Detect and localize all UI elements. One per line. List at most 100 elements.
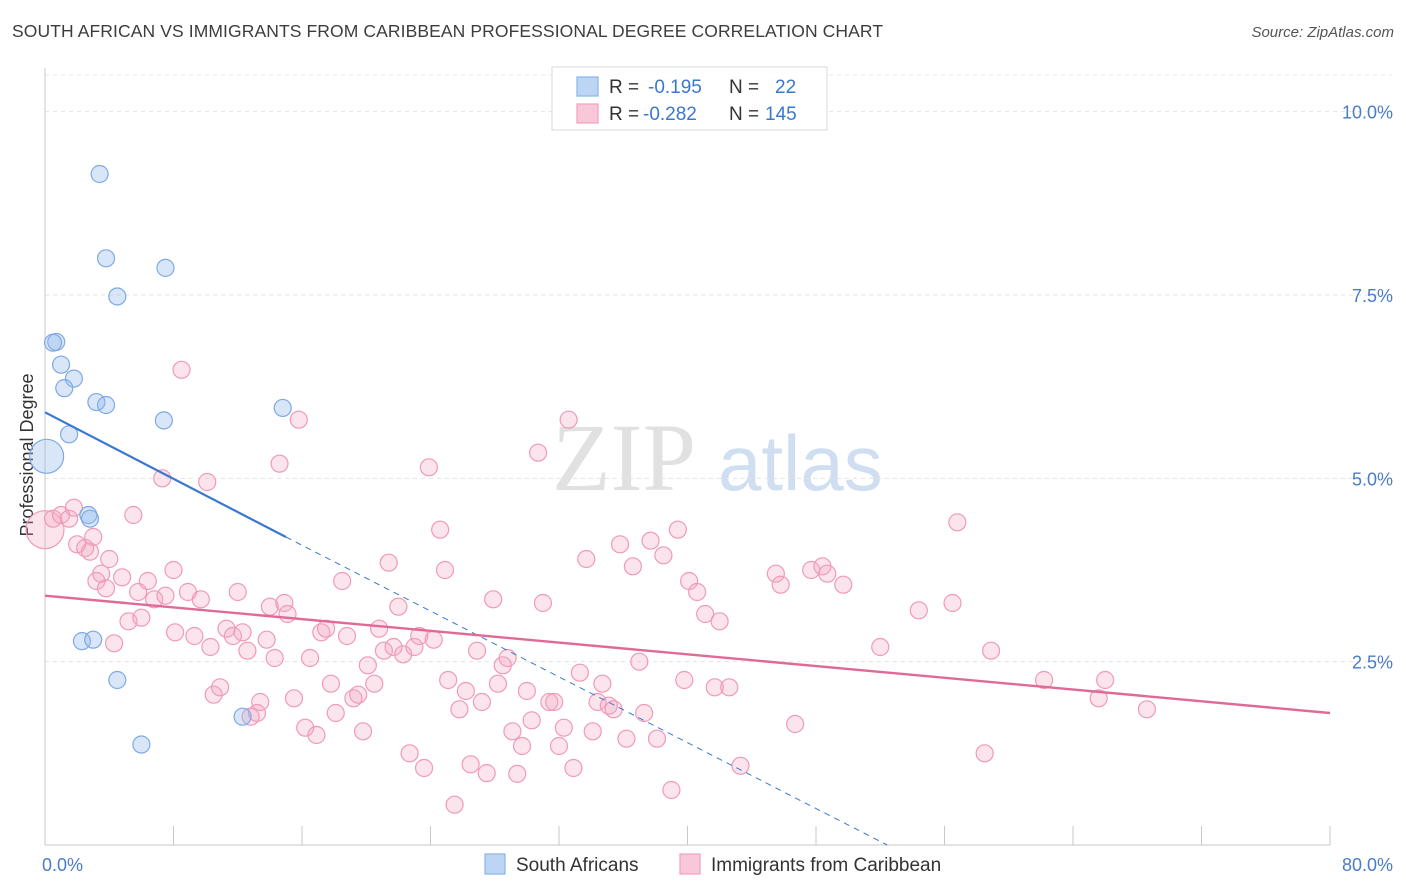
caribbean-point	[424, 630, 443, 649]
legend-swatch-caribbean	[576, 103, 599, 124]
y-tick-labels: 2.5% 5.0% 7.5% 10.0%	[1342, 103, 1393, 673]
caribbean-point	[641, 531, 660, 550]
south-africans-point	[273, 398, 292, 418]
caribbean-point	[522, 711, 541, 730]
caribbean-point	[549, 736, 569, 756]
south-africans-point	[108, 287, 127, 306]
caribbean-point	[517, 681, 536, 701]
south-africans-point	[90, 164, 109, 184]
watermark-atlas: atlas	[718, 419, 883, 507]
caribbean-point	[786, 714, 805, 734]
south-africans-points	[29, 164, 292, 754]
caribbean-point	[296, 718, 315, 737]
caribbean-point	[834, 575, 853, 594]
caribbean-point	[92, 564, 111, 583]
legend-r-value-2: -0.282	[643, 104, 697, 125]
legend-r-label-1: R =	[609, 77, 639, 98]
caribbean-point	[818, 564, 837, 583]
caribbean-point	[668, 520, 687, 539]
caribbean-point	[337, 626, 357, 646]
caribbean-point	[138, 571, 157, 591]
caribbean-point	[1034, 670, 1054, 690]
south-africans-trendline-extension	[285, 536, 888, 846]
caribbean-point	[132, 608, 151, 627]
south-africans-point	[80, 509, 100, 528]
caribbean-point	[365, 674, 384, 693]
caribbean-point	[710, 612, 729, 631]
caribbean-point	[766, 564, 785, 583]
caribbean-point	[185, 626, 204, 646]
legend-n-label-2: N =	[729, 104, 759, 125]
legend-swatch-south-africans	[576, 76, 599, 97]
caribbean-point	[720, 678, 739, 697]
caribbean-point	[498, 648, 517, 668]
caribbean-point	[630, 652, 649, 671]
caribbean-point	[488, 674, 508, 693]
gridlines	[45, 74, 1392, 663]
caribbean-point	[1096, 670, 1115, 690]
caribbean-point	[251, 692, 270, 712]
south-africans-point	[96, 395, 116, 415]
caribbean-point	[419, 458, 438, 477]
caribbean-point	[545, 692, 564, 712]
caribbean-point	[588, 692, 607, 712]
caribbean-point	[512, 736, 532, 756]
caribbean-point	[540, 692, 559, 712]
caribbean-point	[400, 744, 419, 763]
y-tick-label-1: 5.0%	[1352, 469, 1393, 489]
caribbean-trendline	[44, 594, 1331, 715]
south-africans-point	[51, 355, 71, 374]
caribbean-point	[503, 722, 522, 741]
caribbean-point	[257, 630, 276, 649]
caribbean-point	[450, 700, 469, 719]
caribbean-point	[533, 593, 553, 613]
south-africans-point	[84, 630, 103, 649]
caribbean-point	[445, 795, 464, 814]
caribbean-point	[564, 758, 583, 778]
y-tick-label-0: 2.5%	[1352, 653, 1393, 673]
caribbean-point	[508, 764, 527, 783]
caribbean-point	[405, 637, 424, 657]
legend-r-label-2: R =	[609, 104, 639, 125]
caribbean-point	[688, 582, 707, 602]
bottom-legend-label-south-africans: South Africans	[516, 855, 639, 876]
caribbean-point	[104, 634, 124, 653]
caribbean-point	[559, 410, 578, 429]
caribbean-point	[654, 546, 673, 565]
caribbean-point	[210, 678, 230, 697]
caribbean-point	[233, 623, 252, 642]
caribbean-point	[610, 535, 630, 554]
south-africans-point	[96, 249, 116, 268]
caribbean-point	[112, 568, 132, 587]
caribbean-point	[1089, 689, 1108, 708]
watermark: ZIP atlas	[552, 404, 883, 511]
caribbean-point	[358, 656, 377, 675]
bottom-legend-swatch-caribbean	[679, 853, 701, 875]
caribbean-point	[461, 755, 480, 774]
watermark-zip: ZIP	[552, 404, 696, 511]
caribbean-point	[771, 575, 790, 594]
caribbean-point	[145, 590, 164, 609]
caribbean-point	[84, 527, 103, 547]
caribbean-point	[265, 648, 284, 668]
caribbean-point	[981, 641, 1001, 660]
caribbean-point	[247, 703, 267, 723]
caribbean-point	[289, 410, 308, 429]
bottom-legend-swatch-south-africans	[484, 853, 506, 875]
caribbean-point	[100, 549, 119, 569]
chart-source: Source: ZipAtlas.com	[1251, 24, 1394, 41]
caribbean-points	[25, 360, 1156, 814]
y-tick-label-3: 10.0%	[1342, 103, 1393, 123]
caribbean-point	[635, 703, 654, 723]
caribbean-point	[593, 674, 612, 693]
south-africans-point	[154, 411, 173, 430]
south-africans-trendline	[44, 411, 287, 538]
caribbean-point	[484, 590, 503, 609]
caribbean-point	[871, 637, 890, 657]
caribbean-point	[64, 498, 84, 517]
caribbean-point	[164, 560, 183, 580]
south-africans-point	[108, 670, 127, 690]
bottom-legend: South Africans Immigrants from Caribbean	[484, 853, 941, 876]
caribbean-point	[321, 674, 341, 693]
caribbean-point	[1137, 700, 1156, 719]
